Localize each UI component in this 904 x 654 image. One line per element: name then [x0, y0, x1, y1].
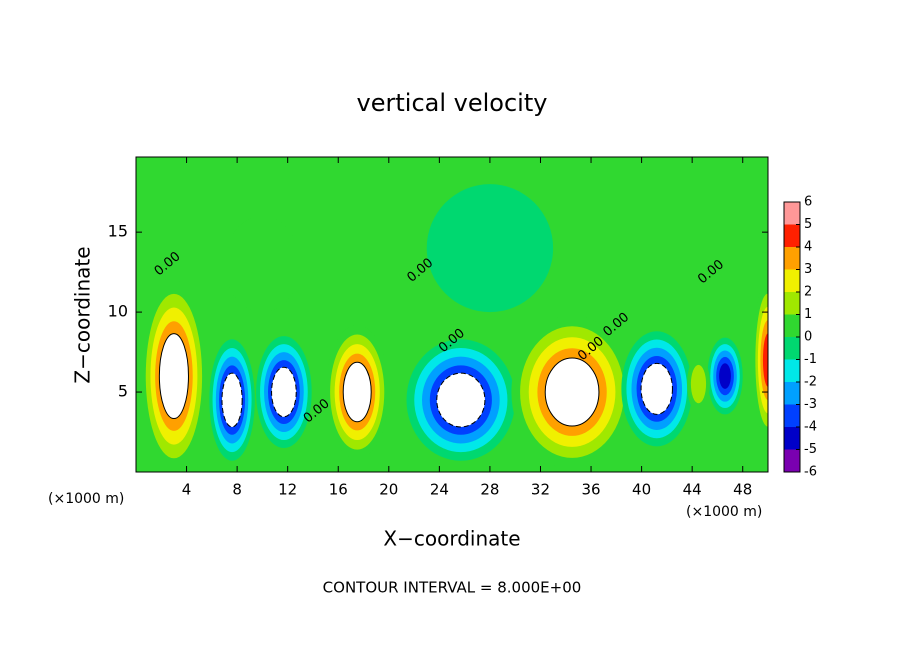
footer-note: CONTOUR INTERVAL = 8.000E+00	[323, 579, 582, 597]
colorbar-bin	[784, 359, 800, 382]
x-tick-label: 44	[683, 481, 702, 499]
colorbar-tick-label: -2	[804, 375, 817, 390]
colorbar-bin	[784, 337, 800, 360]
field-core	[436, 372, 486, 428]
colorbar-tick-label: -5	[804, 442, 817, 457]
chart-title: vertical velocity	[357, 89, 548, 117]
y-axis-label: Z−coordinate	[71, 246, 95, 383]
x-tick-label: 48	[733, 481, 752, 499]
x-tick-label: 24	[430, 481, 449, 499]
colorbar-tick-label: 1	[804, 307, 812, 322]
colorbar-bin	[784, 427, 800, 450]
colorbar-tick-label: 6	[804, 195, 812, 210]
field-band	[690, 364, 707, 404]
colorbar-bin	[784, 449, 800, 472]
field-core	[640, 362, 673, 415]
colorbar-tick-label: 2	[804, 285, 812, 300]
field-band	[719, 363, 731, 389]
field-band	[224, 216, 301, 313]
x-tick-label: 8	[232, 481, 242, 499]
x-tick-label: 28	[480, 481, 499, 499]
y-tick-label: 15	[108, 222, 128, 241]
colorbar-bin	[784, 314, 800, 337]
x-tick-label: 12	[278, 481, 297, 499]
colorbar-bin	[784, 202, 800, 225]
colorbar-tick-label: -3	[804, 397, 817, 412]
field-core	[544, 357, 600, 427]
colorbar-bin	[784, 269, 800, 292]
y-tick-label: 10	[108, 302, 128, 321]
colorbar-bin	[784, 247, 800, 270]
x-unit-label: (×1000 m)	[48, 491, 124, 507]
field-core	[158, 333, 189, 420]
field: 0.00 0.000.00 0.000.000.000.00	[141, 184, 768, 472]
colorbar-bin	[784, 382, 800, 405]
colorbar-tick-label: -6	[804, 465, 817, 480]
colorbar-tick-label: -1	[804, 352, 817, 367]
colorbar-bin	[784, 224, 800, 247]
field-core	[342, 361, 372, 423]
x-axis-label: X−coordinate	[383, 527, 520, 551]
x-tick-label: 16	[329, 481, 348, 499]
field-band	[762, 333, 768, 387]
colorbar-tick-label: 4	[804, 240, 812, 255]
field-core	[271, 366, 297, 418]
colorbar-bin	[784, 292, 800, 315]
plot-frame	[135, 156, 769, 473]
x-tick-label: 32	[531, 481, 550, 499]
x-tick-label: 4	[182, 481, 192, 499]
x-unit-label: (×1000 m)	[686, 504, 762, 520]
x-tick-label: 36	[581, 481, 600, 499]
x-tick-label: 40	[632, 481, 651, 499]
colorbar-tick-label: 5	[804, 217, 812, 232]
colorbar-tick-label: -4	[804, 420, 817, 435]
x-tick-label: 20	[379, 481, 398, 499]
colorbar-tick-label: 0	[804, 330, 812, 345]
field-band	[426, 184, 554, 313]
colorbar-tick-label: 3	[804, 262, 812, 277]
field-core	[221, 372, 243, 428]
y-tick-label: 5	[118, 382, 128, 401]
colorbar-bin	[784, 404, 800, 427]
